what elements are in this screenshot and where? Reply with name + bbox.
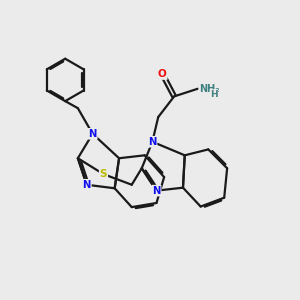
Text: O: O xyxy=(158,69,167,79)
Text: N: N xyxy=(88,129,97,139)
Text: NH₂: NH₂ xyxy=(199,84,220,94)
Text: S: S xyxy=(100,169,107,179)
Text: H: H xyxy=(210,90,218,99)
Text: N: N xyxy=(148,137,157,147)
Text: N: N xyxy=(152,186,161,196)
Text: N: N xyxy=(82,180,91,190)
